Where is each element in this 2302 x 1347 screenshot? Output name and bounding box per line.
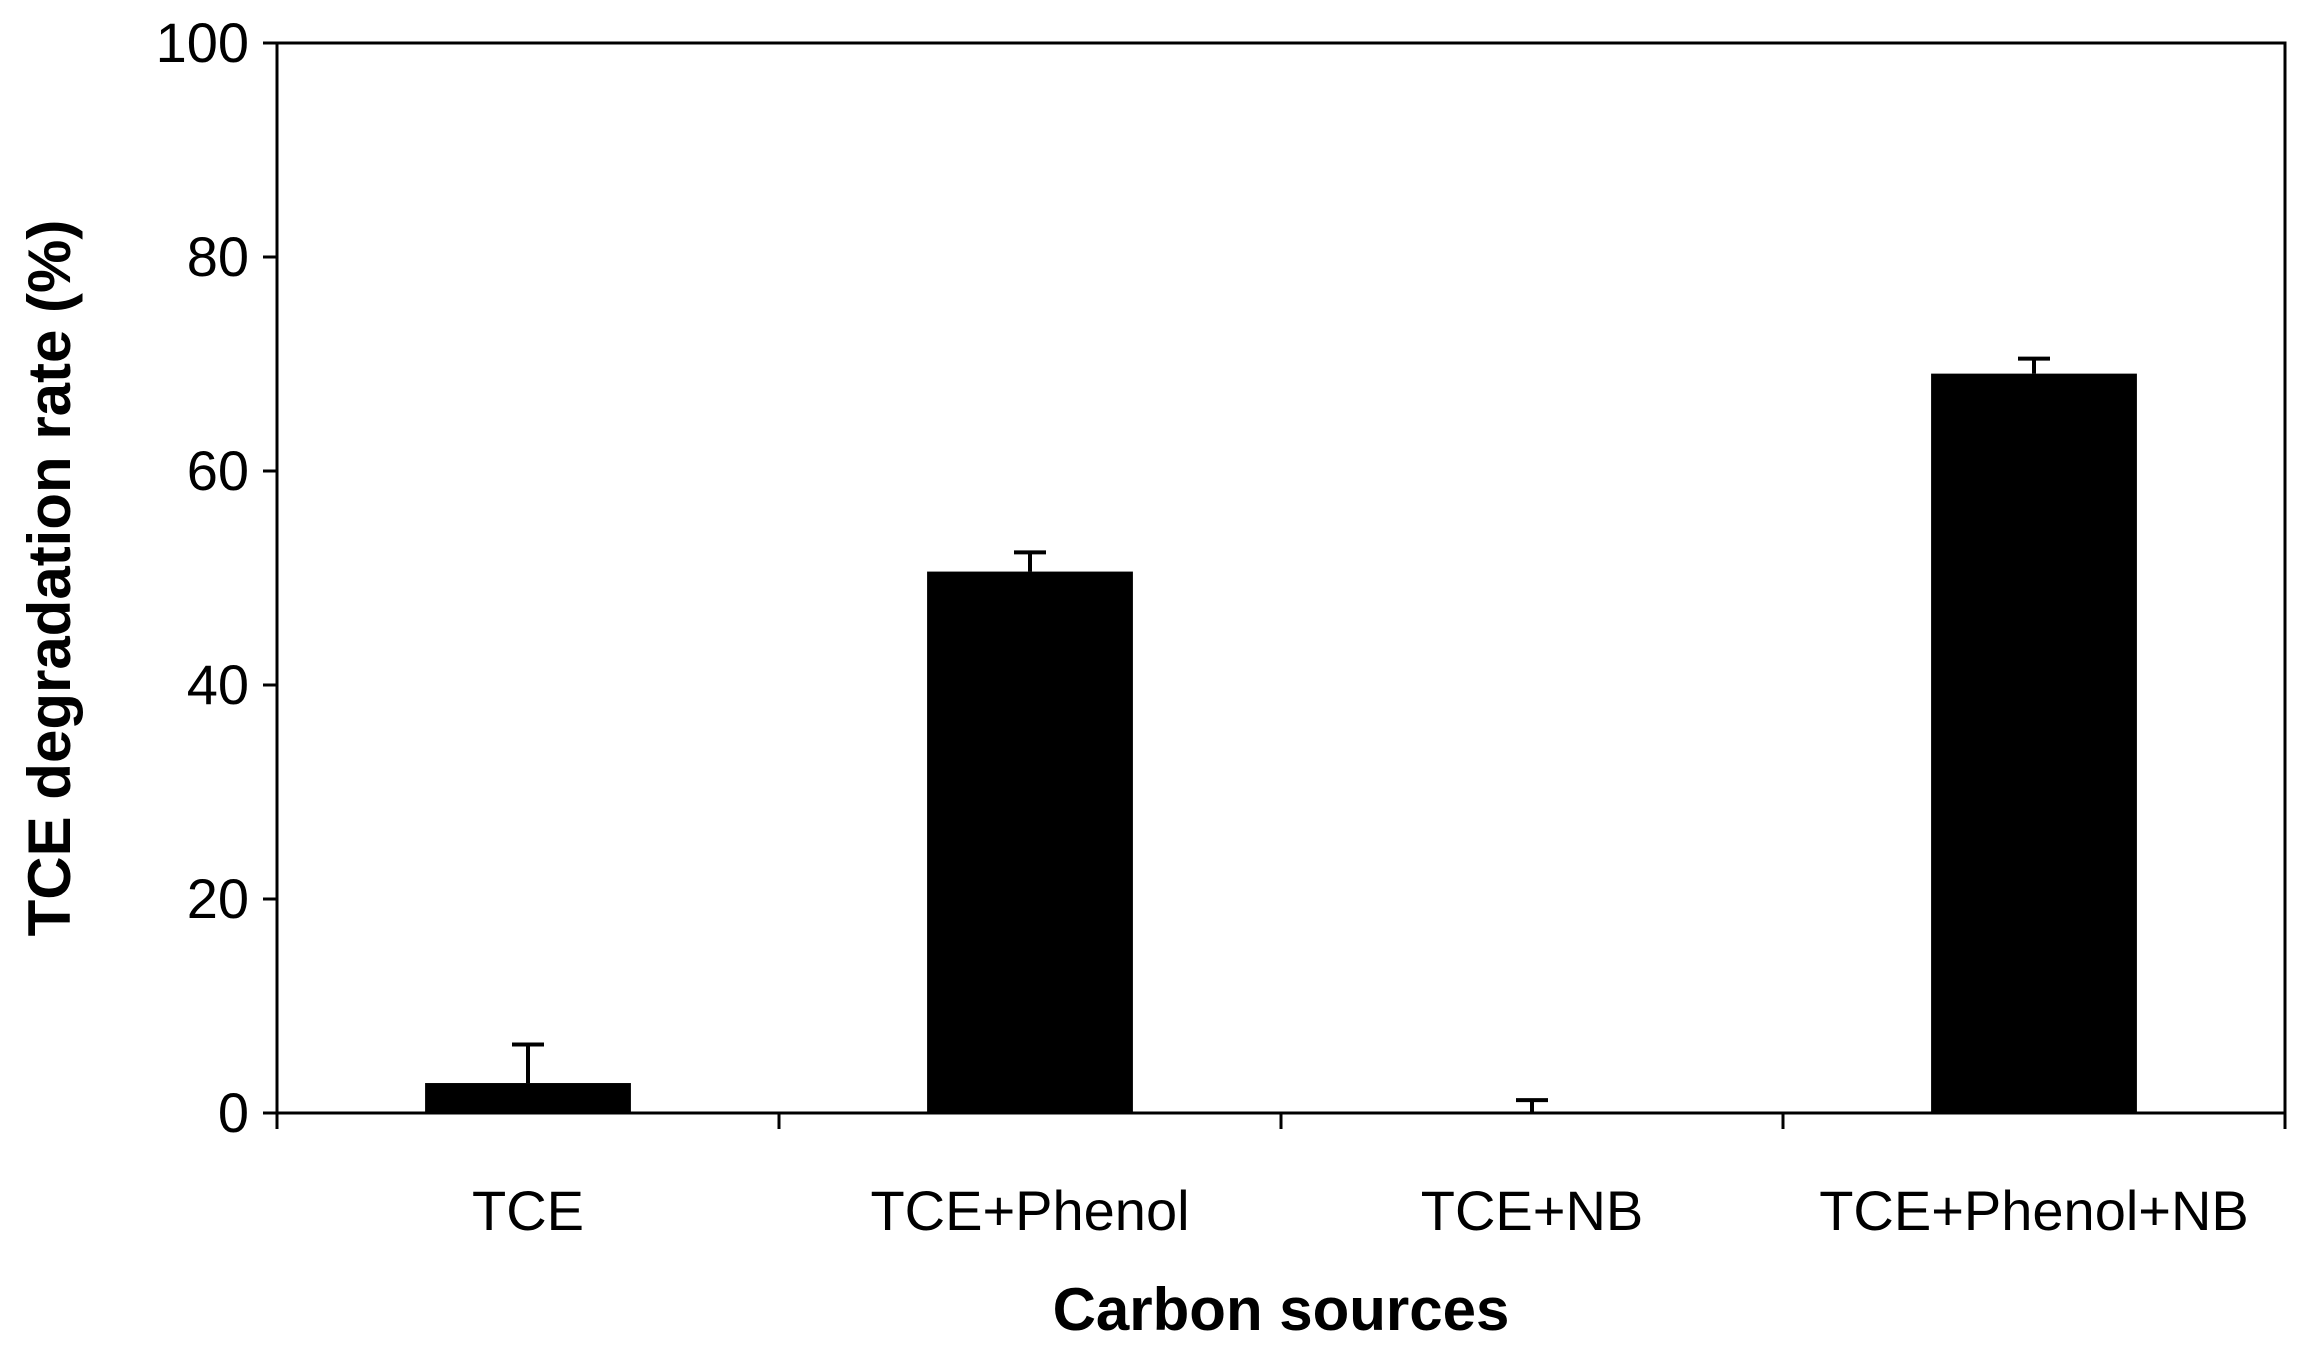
y-tick-label: 0 <box>218 1081 249 1144</box>
bar-0 <box>425 1083 631 1113</box>
y-tick-label: 20 <box>187 867 249 930</box>
bar-1 <box>927 571 1133 1113</box>
bar-3 <box>1931 373 2137 1113</box>
x-tick-label: TCE+NB <box>1421 1179 1644 1242</box>
x-tick-label: TCE+Phenol+NB <box>1819 1179 2249 1242</box>
y-tick-label: 100 <box>156 11 249 74</box>
x-tick-label: TCE+Phenol <box>870 1179 1189 1242</box>
y-axis: 0 20 40 60 80 100 <box>156 11 277 1144</box>
y-tick-label: 80 <box>187 225 249 288</box>
bar-2 <box>1429 1111 1635 1113</box>
y-axis-title: TCE degradation rate (%) <box>16 220 83 937</box>
x-axis-title: Carbon sources <box>1053 1276 1510 1343</box>
x-tick-label: TCE <box>472 1179 584 1242</box>
y-tick-label: 60 <box>187 439 249 502</box>
x-axis: TCE TCE+Phenol TCE+NB TCE+Phenol+NB <box>275 1113 2287 1242</box>
bars <box>425 373 2137 1113</box>
y-tick-label: 40 <box>187 653 249 716</box>
error-bars <box>512 356 2050 1112</box>
